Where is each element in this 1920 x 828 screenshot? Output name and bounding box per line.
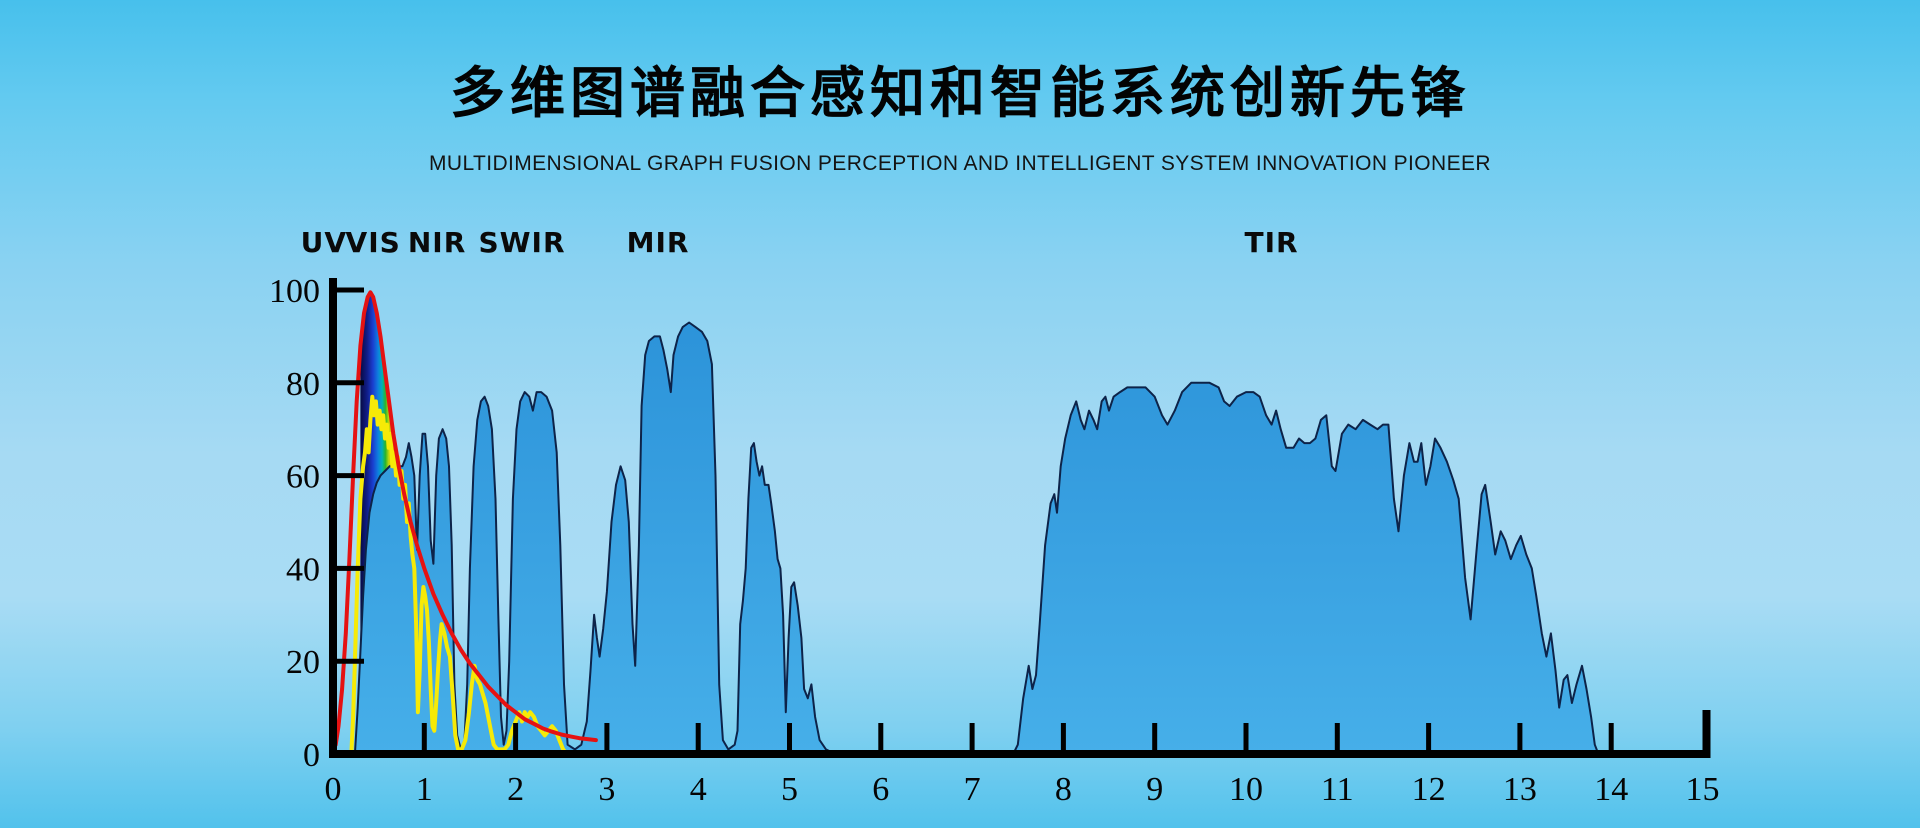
y-tick-label: 80 xyxy=(286,366,320,403)
x-axis xyxy=(329,710,1711,758)
band-label-mir: MIR xyxy=(627,226,690,259)
x-tick-label: 3 xyxy=(598,771,615,808)
y-tick-label: 40 xyxy=(286,551,320,588)
transmission-area xyxy=(353,321,1704,755)
solar-spectrum-curve xyxy=(349,394,569,756)
x-tick-label: 6 xyxy=(872,771,889,808)
y-tick-label: 20 xyxy=(286,644,320,681)
x-tick-label: 13 xyxy=(1503,771,1537,808)
x-tick-label: 5 xyxy=(781,771,798,808)
x-tick-label: 12 xyxy=(1412,771,1446,808)
blackbody-envelope-curve xyxy=(333,290,598,747)
band-label-tir: TIR xyxy=(1245,226,1299,259)
y-tick-label: 100 xyxy=(269,273,320,310)
y-axis xyxy=(329,278,364,758)
y-tick-labels: 0 20 40 60 80 100 xyxy=(269,273,320,774)
x-tick-label: 4 xyxy=(690,771,707,808)
page-subtitle: MULTIDIMENSIONAL GRAPH FUSION PERCEPTION… xyxy=(429,152,1491,175)
x-tick-label: 11 xyxy=(1321,771,1354,808)
x-tick-label: 1 xyxy=(416,771,433,808)
band-label-uv: UV xyxy=(301,226,347,259)
x-tick-label: 7 xyxy=(964,771,981,808)
x-tick-label: 14 xyxy=(1594,771,1628,808)
band-label-vis: VIS xyxy=(346,226,401,259)
y-tick-label: 0 xyxy=(303,737,320,774)
rainbow-visible-spectrum xyxy=(360,292,400,652)
x-tick-label: 10 xyxy=(1229,771,1263,808)
x-tick-label: 0 xyxy=(325,771,342,808)
x-tick-labels: 0 1 2 3 4 5 6 7 8 9 10 11 12 13 14 15 xyxy=(325,771,1720,808)
x-tick-label: 8 xyxy=(1055,771,1072,808)
y-tick-label: 60 xyxy=(286,459,320,496)
band-label-swir: SWIR xyxy=(478,226,565,259)
x-tick-label: 2 xyxy=(507,771,524,808)
band-label-nir: NIR xyxy=(408,226,466,259)
page-title: 多维图谱融合感知和智能系统创新先锋 xyxy=(449,62,1470,124)
x-tick-label: 15 xyxy=(1686,771,1720,808)
x-tick-label: 9 xyxy=(1146,771,1163,808)
